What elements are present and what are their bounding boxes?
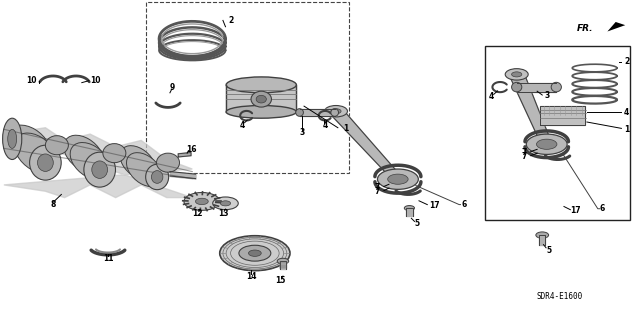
Ellipse shape: [92, 161, 108, 178]
Text: 17: 17: [570, 206, 580, 215]
Ellipse shape: [8, 125, 51, 165]
Ellipse shape: [220, 201, 230, 206]
Text: 14: 14: [246, 272, 256, 281]
Ellipse shape: [551, 82, 561, 92]
Ellipse shape: [331, 109, 341, 114]
Ellipse shape: [511, 82, 522, 92]
Text: 13: 13: [218, 209, 228, 218]
Ellipse shape: [184, 193, 220, 210]
Ellipse shape: [256, 95, 266, 103]
Text: 7: 7: [375, 183, 380, 192]
Text: 10: 10: [26, 76, 36, 85]
Ellipse shape: [103, 144, 126, 163]
Text: 5: 5: [546, 246, 551, 255]
Ellipse shape: [220, 236, 290, 271]
Text: 2: 2: [228, 16, 233, 25]
Ellipse shape: [248, 250, 261, 256]
Text: 3: 3: [544, 92, 549, 100]
Text: SDR4-E1600: SDR4-E1600: [536, 292, 582, 301]
Text: 1: 1: [624, 125, 629, 134]
Text: 7: 7: [375, 187, 380, 197]
Ellipse shape: [15, 133, 57, 173]
Ellipse shape: [152, 171, 163, 183]
Ellipse shape: [511, 72, 522, 77]
Ellipse shape: [8, 129, 17, 148]
Ellipse shape: [505, 69, 528, 80]
Text: 1: 1: [343, 124, 348, 133]
Polygon shape: [607, 22, 625, 32]
Ellipse shape: [296, 109, 303, 116]
Polygon shape: [300, 109, 335, 116]
Ellipse shape: [29, 145, 61, 180]
Ellipse shape: [38, 154, 53, 171]
Ellipse shape: [404, 205, 415, 211]
Text: 4: 4: [488, 92, 494, 101]
Polygon shape: [540, 106, 585, 124]
Ellipse shape: [536, 139, 557, 149]
Text: 4: 4: [239, 121, 244, 130]
Text: 3: 3: [300, 128, 305, 137]
Text: 6: 6: [461, 200, 467, 209]
Ellipse shape: [251, 91, 271, 107]
Ellipse shape: [70, 143, 110, 180]
Text: 5: 5: [415, 219, 420, 228]
Ellipse shape: [388, 174, 408, 184]
Ellipse shape: [3, 118, 22, 160]
Bar: [147, 2, 349, 173]
Text: 7: 7: [522, 152, 527, 161]
Ellipse shape: [226, 106, 296, 118]
Text: 11: 11: [103, 254, 113, 263]
Ellipse shape: [324, 106, 348, 117]
Ellipse shape: [157, 153, 179, 172]
Polygon shape: [226, 85, 296, 112]
Polygon shape: [329, 110, 403, 180]
Polygon shape: [516, 83, 556, 92]
Bar: [484, 46, 630, 220]
Text: 4: 4: [323, 121, 328, 130]
Ellipse shape: [64, 135, 104, 172]
Ellipse shape: [195, 198, 208, 204]
Text: 7: 7: [522, 148, 527, 157]
Text: 12: 12: [192, 209, 203, 218]
Text: FR.: FR.: [577, 24, 593, 33]
Text: 8: 8: [51, 200, 56, 209]
Ellipse shape: [239, 245, 271, 261]
Ellipse shape: [45, 136, 68, 155]
Text: 10: 10: [90, 76, 100, 85]
Ellipse shape: [120, 146, 156, 180]
Ellipse shape: [226, 77, 296, 93]
Polygon shape: [4, 128, 192, 197]
Ellipse shape: [84, 152, 115, 187]
Ellipse shape: [146, 164, 169, 190]
Ellipse shape: [536, 232, 548, 238]
Text: 6: 6: [600, 204, 605, 213]
Polygon shape: [509, 74, 552, 145]
Text: 4: 4: [624, 108, 629, 117]
Ellipse shape: [526, 134, 567, 154]
Ellipse shape: [331, 109, 339, 116]
Text: 2: 2: [624, 57, 629, 66]
Polygon shape: [178, 152, 191, 157]
Ellipse shape: [127, 153, 163, 187]
Text: 16: 16: [186, 145, 196, 154]
Text: 15: 15: [275, 276, 285, 285]
Text: 17: 17: [429, 201, 440, 210]
Ellipse shape: [277, 258, 289, 264]
Ellipse shape: [212, 197, 238, 210]
Text: 9: 9: [169, 83, 175, 92]
Ellipse shape: [378, 169, 419, 189]
